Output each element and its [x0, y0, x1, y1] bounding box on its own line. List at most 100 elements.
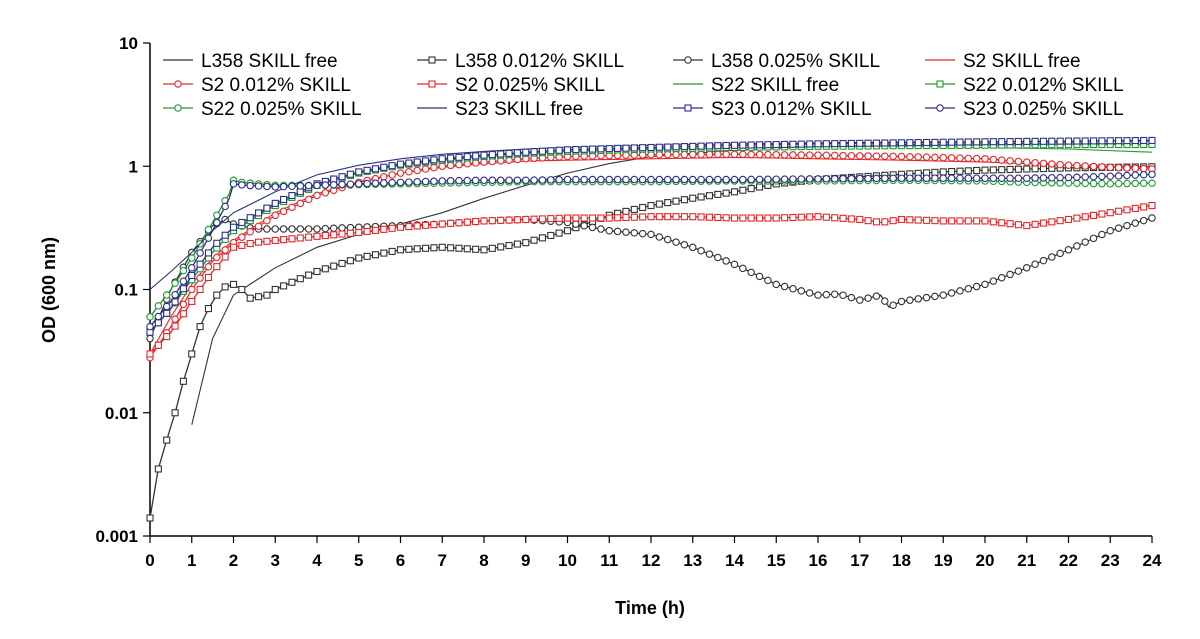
data-point	[839, 139, 847, 148]
data-point	[956, 287, 964, 295]
data-point	[330, 231, 338, 239]
data-point	[1031, 174, 1039, 182]
data-point	[889, 301, 897, 309]
data-point	[188, 297, 196, 305]
data-point	[171, 315, 179, 323]
data-point	[605, 175, 613, 184]
data-point	[162, 302, 171, 311]
data-point	[989, 218, 997, 226]
data-point	[1131, 179, 1140, 188]
data-point	[296, 199, 305, 208]
data-point	[705, 192, 714, 200]
data-point	[421, 165, 430, 173]
data-point	[480, 176, 488, 184]
data-point	[1006, 157, 1014, 165]
data-point	[739, 186, 747, 194]
data-point	[313, 225, 321, 233]
data-point	[1014, 157, 1023, 166]
data-point	[171, 322, 179, 330]
data-point	[321, 265, 329, 273]
data-point	[1089, 179, 1098, 188]
data-point	[714, 150, 722, 159]
data-point	[363, 179, 371, 188]
data-point	[1148, 214, 1156, 222]
data-point	[238, 181, 246, 189]
data-point	[755, 214, 764, 222]
data-point	[580, 221, 588, 230]
legend-swatch-marker	[936, 80, 944, 88]
data-point	[213, 263, 221, 271]
data-point	[263, 237, 271, 245]
data-point	[421, 177, 430, 186]
data-point	[705, 213, 714, 221]
data-point	[455, 160, 463, 169]
data-point	[872, 292, 881, 300]
data-point	[497, 243, 505, 251]
data-point	[889, 217, 897, 225]
x-tick-label: 1	[187, 551, 196, 570]
data-point	[630, 229, 639, 237]
data-point	[1081, 137, 1089, 145]
data-point	[497, 216, 505, 224]
data-point	[163, 309, 171, 317]
data-point	[146, 334, 154, 343]
data-point	[179, 300, 188, 309]
data-point	[572, 220, 580, 228]
data-point	[755, 272, 764, 281]
data-point	[663, 235, 672, 244]
data-point	[697, 142, 705, 150]
data-point	[405, 178, 413, 186]
data-point	[814, 175, 822, 183]
data-point	[497, 150, 505, 158]
data-point	[179, 266, 188, 275]
data-point	[914, 216, 922, 224]
data-point	[1023, 222, 1031, 230]
data-point	[496, 176, 505, 184]
data-point	[1064, 137, 1073, 145]
data-point	[605, 214, 613, 222]
legend-label: S23 SKILL free	[455, 99, 583, 120]
series-s22-0-025-skill	[146, 176, 1156, 321]
data-point	[822, 151, 831, 160]
data-point	[630, 144, 638, 152]
data-point	[847, 139, 855, 147]
y-axis-title: OD (600 nm)	[39, 237, 59, 343]
data-point	[722, 175, 730, 184]
data-point	[196, 285, 204, 294]
data-point	[572, 175, 580, 184]
data-point	[338, 259, 346, 267]
data-point	[914, 153, 922, 161]
data-point	[304, 225, 313, 233]
data-point	[588, 145, 597, 153]
data-point	[296, 275, 304, 283]
data-point	[229, 280, 238, 288]
data-point	[196, 274, 204, 282]
data-point	[572, 146, 580, 154]
data-point	[822, 290, 831, 299]
data-point	[279, 182, 288, 191]
data-point	[438, 155, 446, 163]
legend-item: L358 SKILL free	[163, 51, 338, 72]
data-point	[1039, 219, 1047, 227]
data-point	[313, 191, 321, 200]
series-s23-0-025-skill	[146, 170, 1156, 331]
data-point	[613, 227, 622, 236]
data-point	[1031, 158, 1039, 167]
data-point	[388, 224, 396, 232]
data-point	[538, 176, 547, 184]
data-point	[505, 216, 513, 224]
data-point	[981, 166, 989, 174]
data-point	[672, 238, 680, 246]
data-point	[1131, 164, 1140, 173]
data-point	[1081, 213, 1089, 221]
x-tick-label: 18	[892, 551, 911, 570]
data-point	[396, 178, 405, 187]
data-point	[480, 217, 488, 225]
data-point	[488, 217, 496, 225]
x-tick-label: 24	[1143, 551, 1162, 570]
data-point	[747, 214, 755, 222]
data-point	[1006, 220, 1014, 228]
data-point	[847, 174, 856, 183]
data-point	[997, 174, 1006, 182]
data-point	[747, 175, 755, 184]
